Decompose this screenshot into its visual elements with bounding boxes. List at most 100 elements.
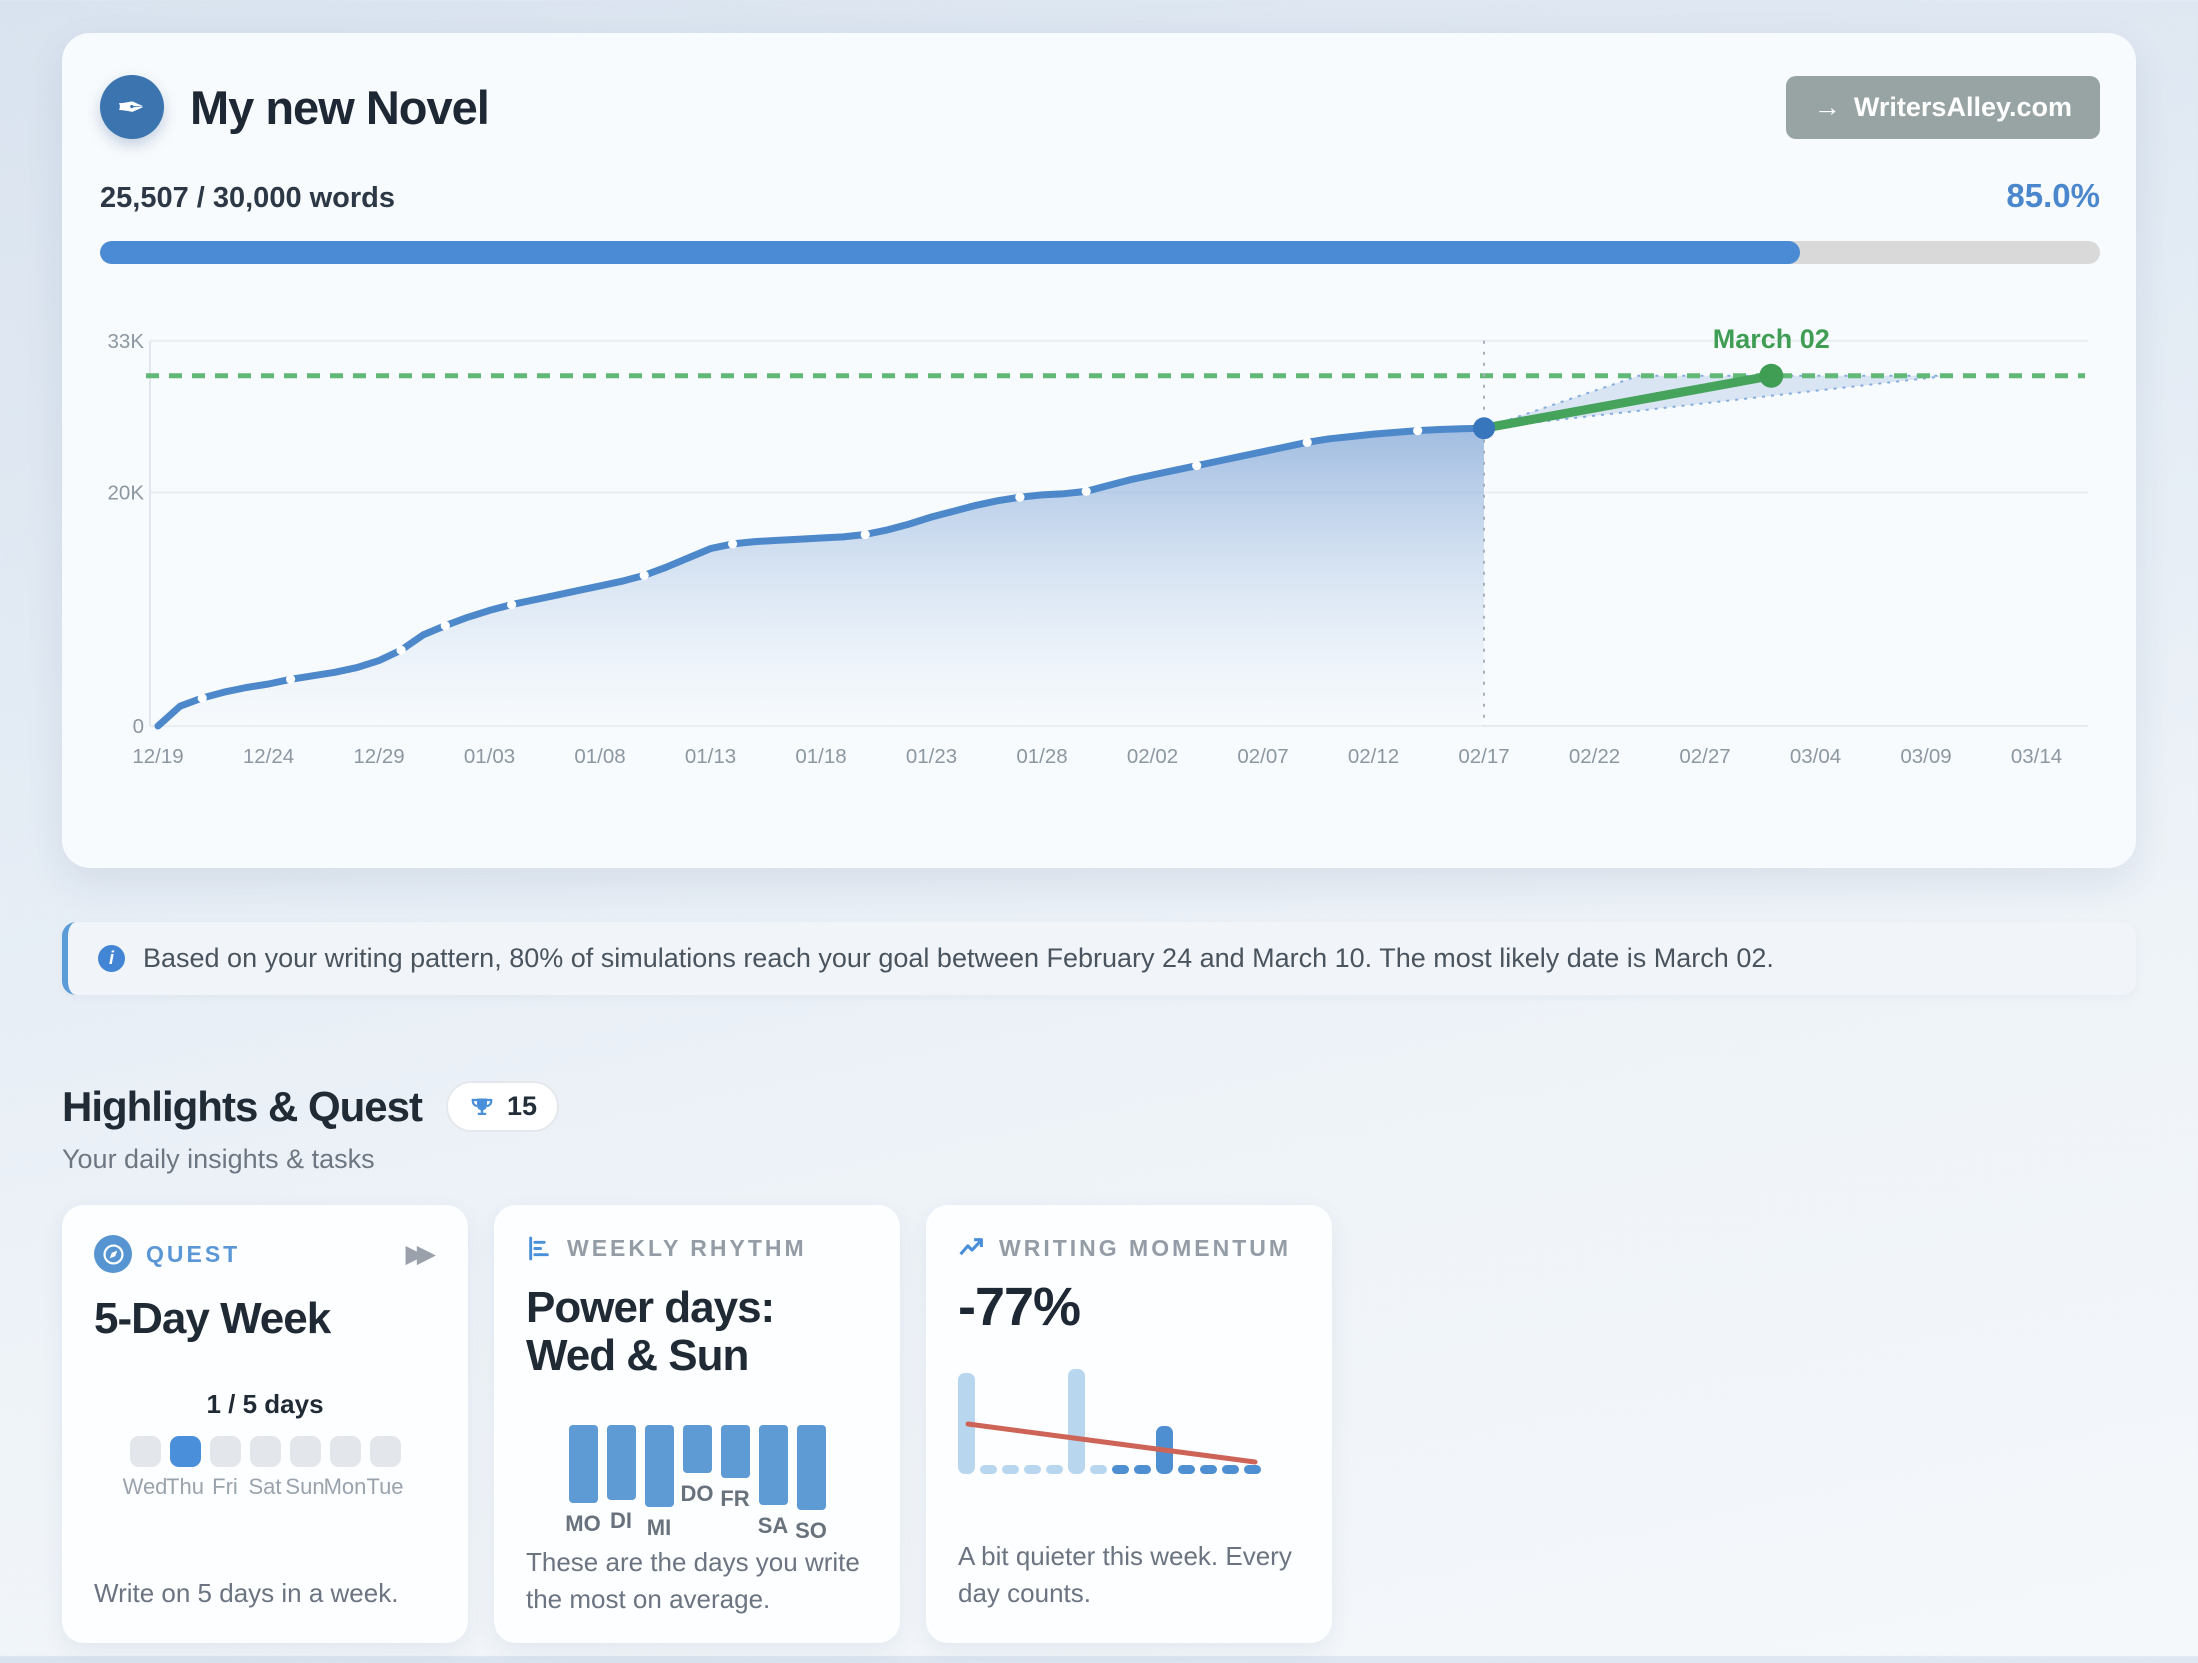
rhythm-label-so: SO	[795, 1517, 827, 1543]
momentum-trend-line	[965, 1421, 1258, 1465]
highlights-section-header: Highlights & Quest 15 Your daily insight…	[62, 1081, 2136, 1175]
rhythm-column-do: DO	[681, 1424, 714, 1507]
momentum-bar-previous-week-4	[1024, 1465, 1041, 1474]
progress-bar-track	[100, 241, 2100, 264]
quest-day-squares	[94, 1436, 436, 1468]
rhythm-bar-mi	[644, 1424, 674, 1507]
momentum-bar-previous-week-7	[1090, 1465, 1107, 1474]
quest-footer-text: Write on 5 days in a week.	[94, 1578, 399, 1609]
x-tick-01/03: 01/03	[464, 745, 515, 768]
data-point-marker	[286, 674, 296, 684]
writing-momentum-card: WRITING MOMENTUM -77% A bit quieter this…	[926, 1205, 1332, 1643]
y-tick-0: 0	[133, 715, 144, 738]
day-label-thu: Thu	[166, 1474, 204, 1500]
x-tick-01/28: 01/28	[1016, 745, 1067, 768]
day-square-sat	[249, 1436, 281, 1468]
momentum-chart	[958, 1362, 1263, 1474]
x-tick-02/17: 02/17	[1458, 745, 1509, 768]
info-icon: i	[98, 945, 125, 972]
word-count-label: 25,507 / 30,000 words	[100, 182, 396, 214]
x-tick-12/19: 12/19	[132, 745, 183, 768]
weekly-rhythm-chart: MO DI MI DO FR SA SO	[565, 1424, 827, 1544]
projection-cone	[1483, 374, 1949, 430]
quest-progress-block: 1 / 5 days Wed Thu Fri Sat Sun Mon Tue	[94, 1389, 436, 1500]
rhythm-bar-do	[682, 1424, 712, 1473]
data-point-marker	[1015, 492, 1025, 502]
current-point-dot	[1473, 417, 1495, 440]
compass-icon	[102, 1243, 124, 1265]
momentum-bar-this-week-6	[1222, 1465, 1239, 1474]
rhythm-bar-di	[606, 1424, 636, 1500]
quest-progress-label: 1 / 5 days	[206, 1389, 324, 1420]
x-tick-12/24: 12/24	[243, 745, 294, 768]
data-point-marker	[396, 645, 406, 655]
momentum-footer-text: A bit quieter this week. Every day count…	[958, 1540, 1292, 1609]
data-point-marker	[1302, 437, 1312, 447]
day-label-mon: Mon	[323, 1474, 367, 1500]
quest-title: 5-Day Week	[94, 1294, 331, 1343]
trophy-count: 15	[507, 1091, 538, 1121]
rhythm-label-di: DI	[610, 1507, 632, 1533]
quest-compass-badge	[94, 1235, 132, 1273]
x-tick-12/29: 12/29	[353, 745, 404, 768]
rhythm-bar-so	[796, 1424, 826, 1510]
momentum-bar-this-week-7	[1244, 1465, 1261, 1474]
momentum-value: -77%	[958, 1277, 1081, 1337]
rhythm-column-fr: FR	[720, 1424, 750, 1512]
weekly-rhythm-card: WEEKLY RHYTHM Power days: Wed & Sun MO DI…	[494, 1205, 900, 1643]
day-label-wed: Wed	[122, 1474, 168, 1500]
data-point-marker	[728, 539, 738, 549]
section-title: Highlights & Quest	[62, 1082, 423, 1130]
day-label-tue: Tue	[366, 1474, 404, 1500]
momentum-bar-this-week-2	[1134, 1465, 1151, 1474]
info-icon-glyph: i	[108, 948, 114, 968]
day-square-thu	[169, 1436, 201, 1468]
rhythm-column-di: DI	[606, 1424, 636, 1534]
x-tick-01/18: 01/18	[795, 745, 846, 768]
rhythm-column-mi: MI	[644, 1424, 674, 1541]
y-tick-33K: 33K	[108, 330, 145, 353]
x-tick-03/04: 03/04	[1790, 745, 1841, 768]
rhythm-column-mo: MO	[565, 1424, 601, 1537]
day-square-sun	[289, 1436, 321, 1468]
rhythm-footer-text: These are the days you write the most on…	[526, 1546, 860, 1615]
x-tick-01/13: 01/13	[685, 745, 736, 768]
x-tick-02/02: 02/02	[1127, 745, 1178, 768]
momentum-bar-this-week-4	[1178, 1465, 1195, 1474]
writersalley-link-button[interactable]: → WritersAlley.com	[1785, 75, 2100, 139]
bar-chart-icon	[529, 1236, 549, 1261]
rhythm-bar-sa	[758, 1424, 788, 1505]
progress-percent-label: 85.0%	[2006, 177, 2100, 214]
skip-quest-button[interactable]: ▶▶	[406, 1239, 437, 1269]
day-square-wed	[129, 1436, 161, 1468]
data-point-marker	[197, 693, 207, 703]
writersalley-link-label: WritersAlley.com	[1853, 91, 2072, 122]
section-subtitle: Your daily insights & tasks	[62, 1144, 375, 1174]
x-tick-02/12: 02/12	[1348, 745, 1399, 768]
projection-line	[1479, 371, 1776, 433]
data-point-marker	[1192, 461, 1202, 471]
data-point-marker	[507, 599, 517, 610]
rhythm-bar-mo	[568, 1424, 598, 1503]
day-square-mon	[329, 1436, 361, 1468]
trending-up-icon	[959, 1238, 983, 1256]
momentum-bar-this-week-5	[1200, 1465, 1217, 1474]
x-tick-02/07: 02/07	[1237, 745, 1288, 768]
progress-bar-fill	[100, 241, 1800, 264]
x-tick-02/27: 02/27	[1679, 745, 1730, 768]
momentum-bar-previous-week-3	[1002, 1465, 1019, 1474]
quest-card: QUEST ▶▶ 5-Day Week 1 / 5 days Wed Thu Fri…	[62, 1205, 468, 1643]
page-title: My new Novel	[190, 80, 490, 134]
momentum-bar-previous-week-5	[1046, 1465, 1063, 1474]
rhythm-bar-fr	[720, 1424, 750, 1478]
x-tick-03/14: 03/14	[2011, 745, 2062, 768]
novel-header: ✒ My new Novel → WritersAlley.com	[100, 75, 2100, 139]
novel-progress-card: ✒ My new Novel → WritersAlley.com 25,507…	[62, 33, 2136, 868]
y-tick-20K: 20K	[108, 482, 145, 505]
day-square-fri	[209, 1436, 241, 1468]
word-count-chart-wrap: 0 20K 33K March 02 12/19 12/24 12/29 01/03 01/08…	[100, 324, 2100, 786]
data-point-marker	[860, 529, 870, 540]
rhythm-column-sa: SA	[758, 1424, 788, 1539]
projection-date-label: March 02	[1713, 326, 1830, 354]
